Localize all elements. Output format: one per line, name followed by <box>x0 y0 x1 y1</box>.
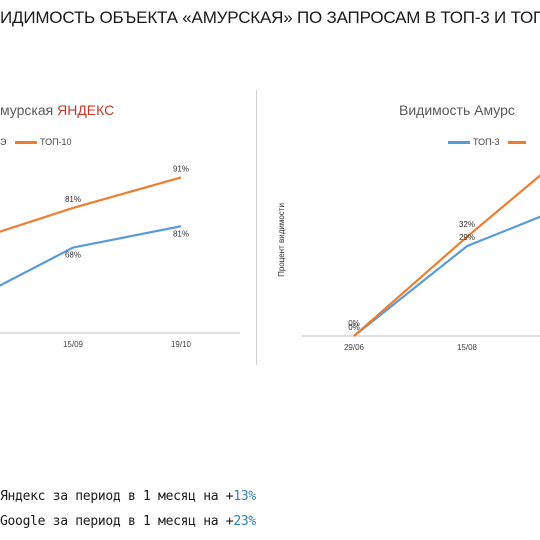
legend-top3-label: Э <box>0 137 7 147</box>
chart-google-data-label: 32% <box>459 220 475 229</box>
chart-google-data-label: 29% <box>459 233 475 242</box>
chart-google-title: Видимость Амурс <box>399 102 515 118</box>
note-google-pct: 23% <box>233 514 256 529</box>
legend-top3-label: ТОП-3 <box>473 137 500 147</box>
chart-yandex-data-label: 81% <box>65 195 81 204</box>
chart-divider <box>256 90 257 365</box>
note-google: Google за период в 1 месяц на +23% <box>0 514 256 529</box>
chart-yandex-plot: 15/09 19/10 68% 81% 81% 91% <box>0 164 240 349</box>
page-title: ИДИМОСТЬ ОБЪЕКТА «АМУРСКАЯ» ПО ЗАПРОСАМ … <box>0 8 540 27</box>
chart-yandex-data-label: 81% <box>173 229 189 238</box>
chart-google-x-tick: 29/06 <box>344 343 365 352</box>
note-yandex: Яндекс за период в 1 месяц на +13% <box>0 489 256 504</box>
chart-google-x-tick: 15/08 <box>457 343 478 352</box>
note-yandex-text: Яндекс за период в 1 месяц на + <box>0 489 234 504</box>
chart-google-data-label: 0% <box>348 319 360 328</box>
chart-yandex-title-brand: ЯНДЕКС <box>57 102 115 118</box>
chart-google-plot: 29/06 15/08 0% 29% 0% 32% Процент видимости <box>277 174 540 352</box>
chart-google-series-top3 <box>353 215 540 337</box>
legend-top10-swatch <box>508 141 527 145</box>
chart-google-legend: ТОП-3 <box>448 137 529 147</box>
legend-top10-label: ТОП-10 <box>39 137 72 147</box>
note-google-text: Google за период в 1 месяц на + <box>0 514 234 529</box>
chart-yandex-title-prefix: мурская <box>0 102 58 118</box>
chart-yandex-data-label: 68% <box>65 251 81 260</box>
chart-yandex-title: мурская ЯНДЕКС <box>0 102 114 118</box>
chart-yandex-x-tick: 19/10 <box>171 340 192 349</box>
chart-yandex-legend: Э ТОП-10 <box>0 137 72 147</box>
chart-yandex-series-top10 <box>0 176 182 233</box>
chart-yandex: мурская ЯНДЕКС Э ТОП-10 15/09 19/10 68% 81%… <box>0 90 246 349</box>
chart-google-y-axis-label: Процент видимости <box>277 203 286 277</box>
chart-yandex-data-label: 91% <box>173 164 189 173</box>
legend-top3-swatch <box>448 141 470 145</box>
chart-google: Видимость Амурс ТОП-3 29/06 15/08 0% 29% 0% 3… <box>262 90 540 352</box>
legend-top10-swatch <box>14 141 37 145</box>
chart-google-data-label: 0% <box>348 323 360 332</box>
chart-yandex-series-top3 <box>0 225 182 287</box>
chart-google-series-top10 <box>353 174 540 337</box>
chart-yandex-x-tick: 15/09 <box>63 340 84 349</box>
note-yandex-pct: 13% <box>233 489 256 504</box>
